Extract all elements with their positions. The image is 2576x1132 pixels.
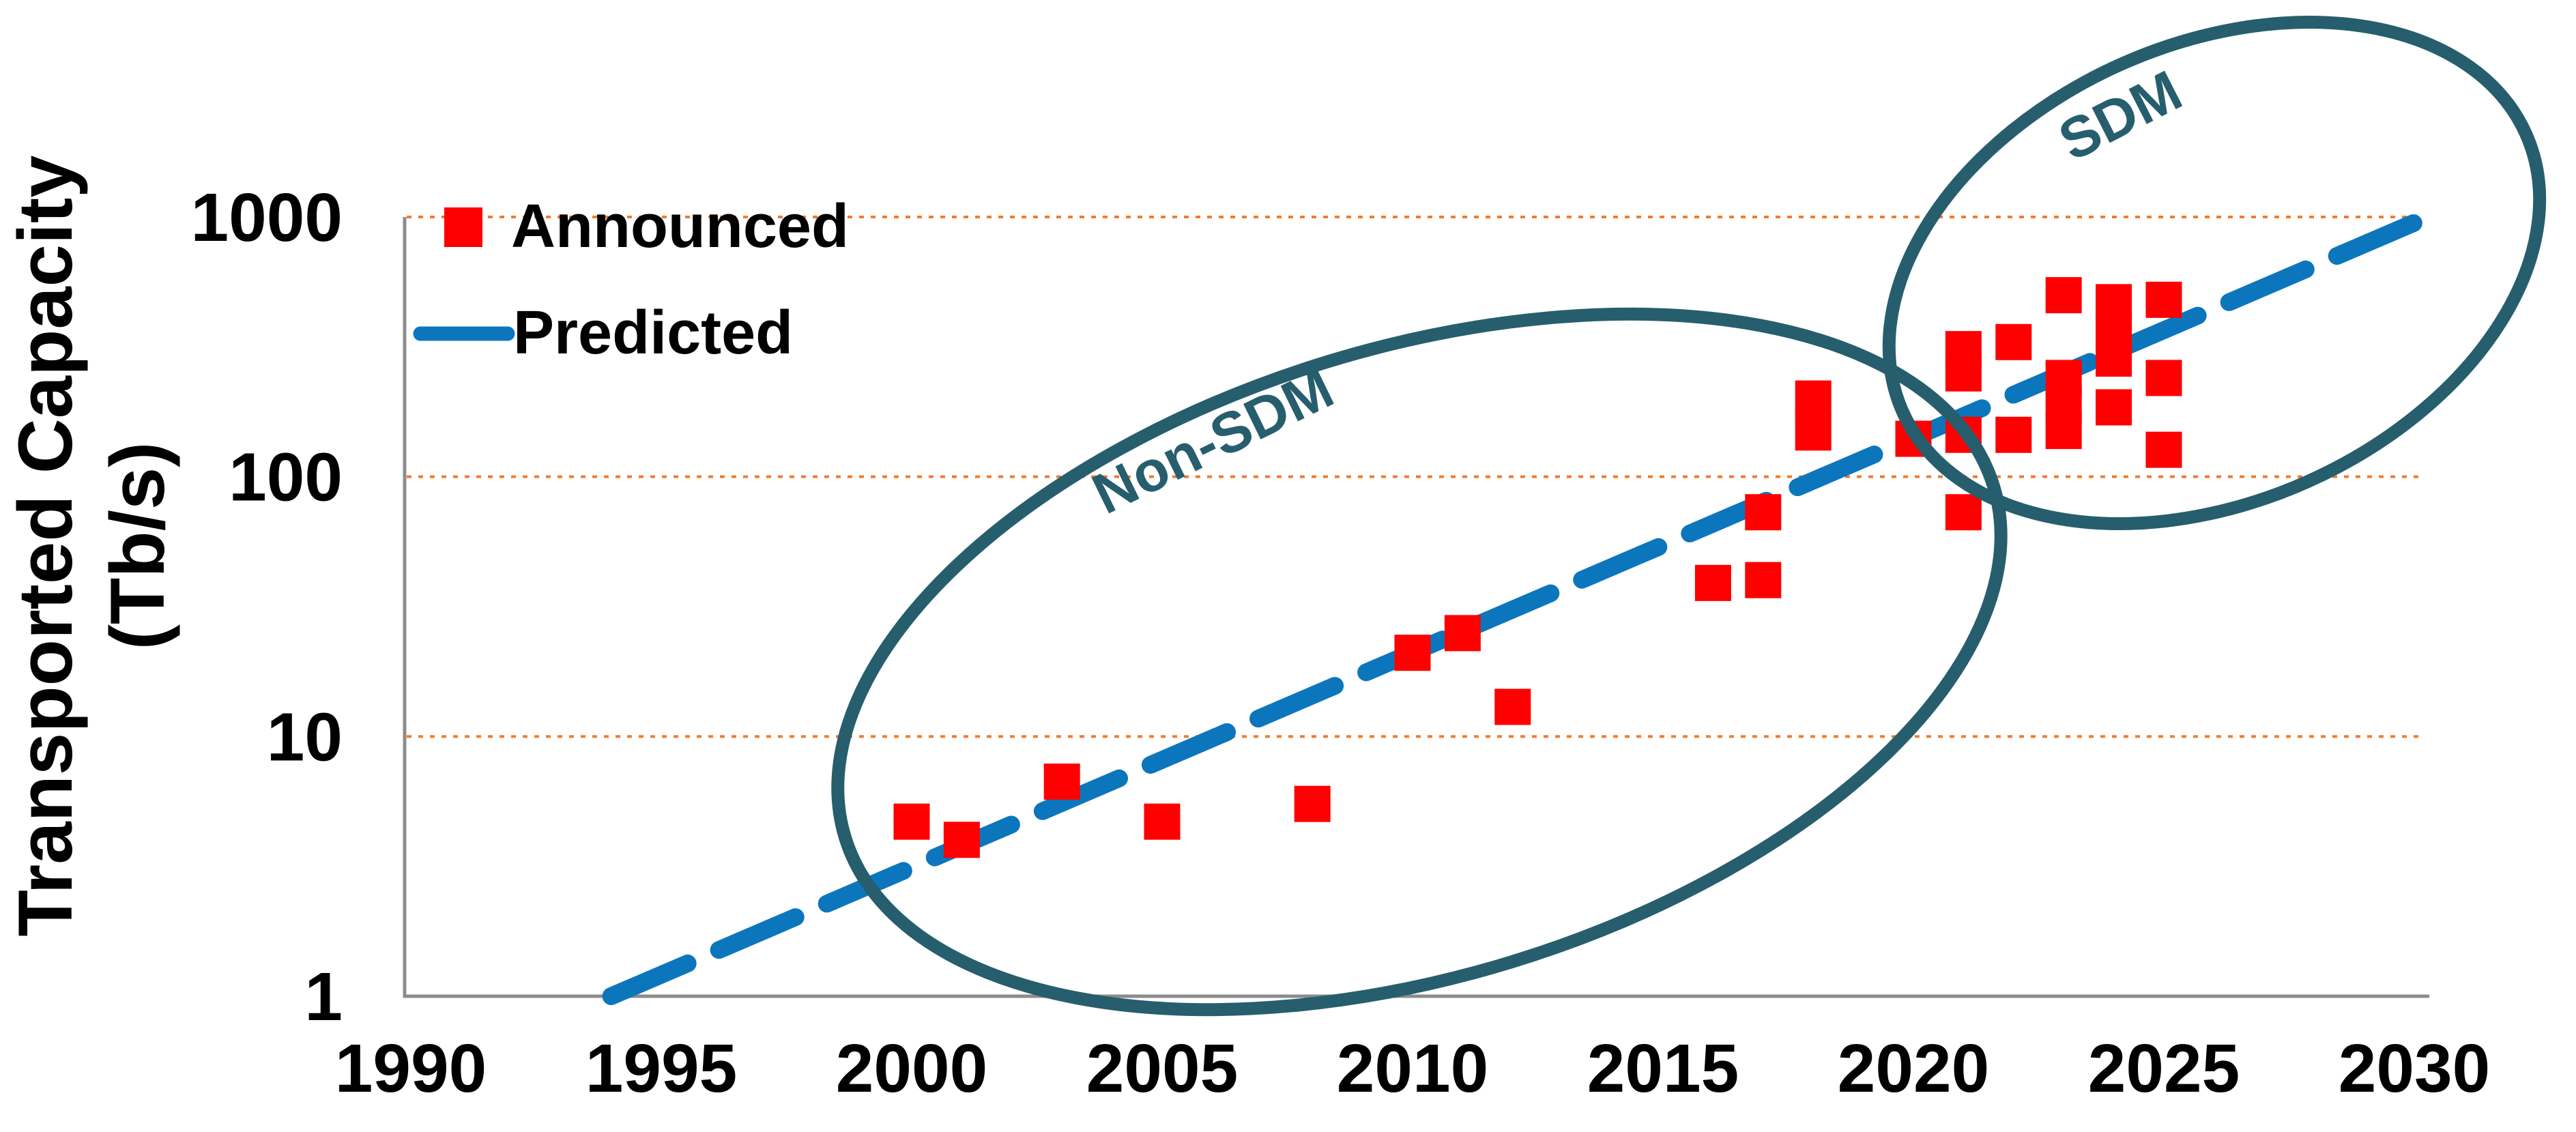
legend-label-announced: Announced — [511, 192, 849, 261]
data-point-square — [893, 803, 930, 840]
y-tick-label-10: 10 — [267, 699, 343, 775]
data-point-square — [1945, 494, 1982, 531]
x-tick-label-2030: 2030 — [2339, 1030, 2490, 1107]
data-point-square — [2096, 389, 2132, 426]
data-point-square — [2045, 360, 2082, 396]
data-point-square — [2145, 360, 2182, 396]
legend-label-predicted: Predicted — [513, 299, 793, 367]
group-ellipse-sdm — [1882, 16, 2547, 530]
x-tick-label-2025: 2025 — [2088, 1030, 2240, 1107]
data-point-square — [1795, 414, 1832, 451]
data-point-square — [943, 822, 980, 858]
data-point-square — [1394, 635, 1431, 671]
data-point-square — [1945, 331, 1982, 368]
predicted-trend-line — [602, 214, 2423, 1005]
data-point-square — [1444, 615, 1481, 652]
x-tick-label-2000: 2000 — [836, 1030, 987, 1107]
data-point-square — [2145, 281, 2182, 318]
data-point-square — [1995, 416, 2032, 453]
data-point-square — [1144, 803, 1181, 840]
x-tick-label-2005: 2005 — [1086, 1030, 1238, 1107]
legend-announced-marker — [444, 207, 482, 247]
y-tick-label-1000: 1000 — [191, 179, 343, 256]
data-point-square — [2145, 431, 2182, 468]
x-tick-label-2010: 2010 — [1337, 1030, 1488, 1107]
y-tick-label-1: 1 — [304, 959, 343, 1035]
y-tick-label-100: 100 — [229, 439, 343, 516]
x-tick-label-2015: 2015 — [1587, 1030, 1739, 1107]
y-axis-title-line2: (Tb/s) — [95, 442, 180, 650]
data-point-square — [1795, 380, 1832, 417]
data-point-square — [1745, 494, 1782, 531]
x-tick-label-1995: 1995 — [585, 1030, 737, 1107]
data-point-square — [1494, 688, 1531, 725]
x-tick-label-1990: 1990 — [335, 1030, 487, 1107]
data-point-square — [2096, 284, 2132, 321]
group-label-sdm: SDM — [2049, 58, 2191, 173]
data-point-square — [1043, 764, 1080, 800]
data-point-square — [1995, 323, 2032, 360]
data-point-square — [2045, 277, 2082, 314]
data-point-square — [1745, 562, 1782, 598]
data-point-square — [1294, 785, 1331, 822]
group-ellipse-non-sdm — [831, 307, 2008, 1017]
data-point-square — [1694, 564, 1731, 601]
y-axis-title-line1: Transported Capacity — [3, 155, 88, 936]
x-tick-label-2020: 2020 — [1838, 1030, 1989, 1107]
